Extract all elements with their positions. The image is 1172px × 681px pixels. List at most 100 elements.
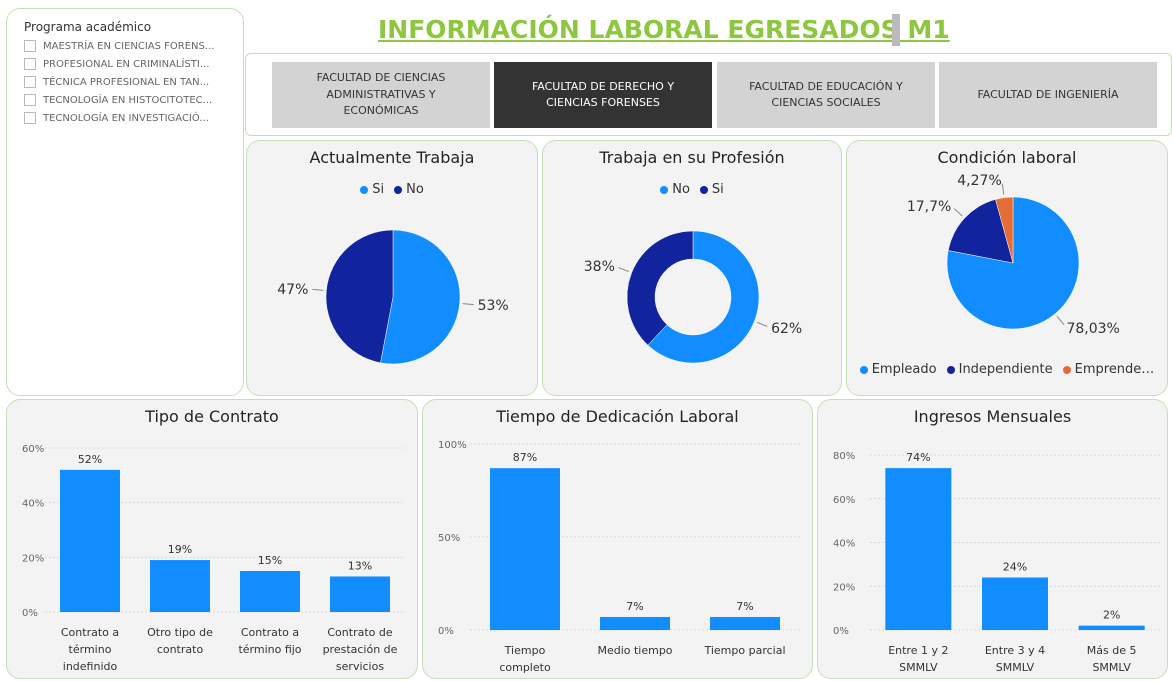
x-tick-label: Contrato a término fijo (238, 626, 302, 657)
y-tick-label: 40% (833, 539, 855, 550)
bar (600, 616, 670, 630)
y-tick-label: 60% (833, 495, 855, 506)
data-label: 7% (626, 600, 643, 613)
legend: No Si (542, 182, 842, 197)
data-label: 24% (1003, 561, 1027, 574)
bar (710, 616, 780, 630)
legend-marker (946, 365, 955, 374)
legend-marker (1062, 365, 1071, 374)
legend-label: No (406, 182, 424, 197)
slicer-item[interactable]: MAESTRÍA EN CIENCIAS FORENS... (24, 40, 214, 52)
legend-marker (859, 365, 868, 374)
bar (240, 571, 300, 612)
slicer-item[interactable]: TÉCNICA PROFESIONAL EN TAN... (24, 76, 209, 88)
legend-marker (699, 185, 708, 194)
chart-title: Condición laboral (937, 148, 1077, 167)
data-label: 19% (168, 543, 192, 556)
leader-line (756, 321, 768, 327)
leader-line (312, 288, 324, 291)
y-tick-label: 60% (22, 444, 44, 455)
data-label: 2% (1103, 609, 1120, 622)
data-label: 38% (584, 259, 615, 275)
data-label: 52% (78, 453, 102, 466)
checkbox[interactable] (24, 76, 36, 88)
title-bar (892, 14, 900, 46)
legend: Si No (246, 182, 538, 197)
slice (380, 229, 461, 365)
bar (1078, 625, 1145, 630)
slice (947, 199, 1014, 264)
chart-panel (817, 399, 1168, 679)
legend: Empleado Independiente Emprende… (846, 362, 1168, 377)
slicer-item-label: TECNOLOGÍA EN INVESTIGACIÓ... (43, 112, 209, 124)
bar (885, 468, 952, 630)
data-label: 4,27% (957, 173, 1001, 189)
y-tick-label: 40% (22, 499, 44, 510)
x-tick-label: Contrato a término indefinido (60, 626, 120, 674)
slice (626, 230, 694, 346)
tab[interactable]: FACULTAD DE INGENIERÍA (939, 62, 1157, 128)
slicer-title: Programa académico (24, 20, 152, 34)
bar (60, 469, 120, 612)
checkbox[interactable] (24, 58, 36, 70)
legend-item: No (660, 182, 690, 197)
legend-label: Emprende… (1074, 362, 1155, 377)
leader-line (618, 267, 630, 273)
legend-label: Si (372, 182, 385, 197)
tab-selected[interactable]: FACULTAD DE DERECHO Y CIENCIAS FORENSES (494, 62, 712, 128)
data-label: 13% (348, 559, 372, 572)
chart-panel (422, 399, 813, 679)
bar (982, 577, 1048, 630)
slicer-item[interactable]: PROFESIONAL EN CRIMINALÍSTI... (24, 58, 209, 70)
bar (330, 576, 390, 612)
y-tick-label: 0% (438, 626, 454, 637)
slicer-item-label: TECNOLOGÍA EN HISTOCITOTEC... (43, 94, 213, 106)
data-label: 53% (478, 298, 509, 314)
checkbox[interactable] (24, 40, 36, 52)
legend-label: Independiente (958, 362, 1053, 377)
legend-marker (360, 185, 369, 194)
legend-item: Si (699, 182, 724, 197)
slicer-item[interactable]: TECNOLOGÍA EN HISTOCITOTEC... (24, 94, 212, 106)
tab[interactable]: FACULTAD DE EDUCACIÓN Y CIENCIAS SOCIALE… (717, 62, 935, 128)
page-title: INFORMACIÓN LABORAL EGRESADOS M1 (378, 15, 950, 44)
x-tick-label: Tiempo completo (499, 644, 551, 675)
x-tick-label: Contrato de prestación de servicios (322, 626, 398, 674)
data-label: 87% (513, 451, 537, 464)
chart-title: Tipo de Contrato (145, 407, 279, 426)
x-tick-label: Más de 5 SMMLV (1086, 644, 1137, 675)
slicer-item-label: MAESTRÍA EN CIENCIAS FORENS... (43, 40, 215, 52)
legend-item: Si (360, 182, 384, 197)
y-tick-label: 50% (438, 533, 460, 544)
legend-marker (394, 185, 403, 194)
x-tick-label: Otro tipo de contrato (147, 626, 213, 657)
leader-line (1001, 183, 1005, 195)
slicer-panel (6, 8, 244, 396)
leader-line (953, 208, 963, 217)
slice (325, 229, 394, 364)
x-tick-label: Entre 1 y 2 SMMLV (888, 644, 949, 675)
slice (946, 196, 1080, 330)
checkbox[interactable] (24, 112, 36, 124)
data-label: 62% (771, 321, 802, 337)
bar (490, 468, 560, 630)
y-tick-label: 20% (22, 553, 44, 564)
y-tick-label: 80% (833, 451, 855, 462)
legend-label: No (672, 182, 690, 197)
checkbox[interactable] (24, 94, 36, 106)
chart-title: Actualmente Trabaja (309, 148, 475, 167)
y-tick-label: 20% (833, 582, 855, 593)
data-label: 47% (277, 282, 308, 298)
tab[interactable]: FACULTAD DE CIENCIAS ADMINISTRATIVAS Y E… (272, 62, 490, 128)
legend-label: Si (711, 182, 724, 197)
legend-item: No (394, 182, 424, 197)
slicer-item-label: TÉCNICA PROFESIONAL EN TAN... (43, 76, 210, 88)
x-tick-label: Tiempo parcial (704, 644, 786, 657)
chart-title: Ingresos Mensuales (913, 407, 1072, 426)
slicer-item[interactable]: TECNOLOGÍA EN INVESTIGACIÓ... (24, 112, 209, 124)
leader-line (462, 303, 474, 306)
data-label: 15% (258, 554, 282, 567)
legend-label: Empleado (871, 362, 937, 377)
